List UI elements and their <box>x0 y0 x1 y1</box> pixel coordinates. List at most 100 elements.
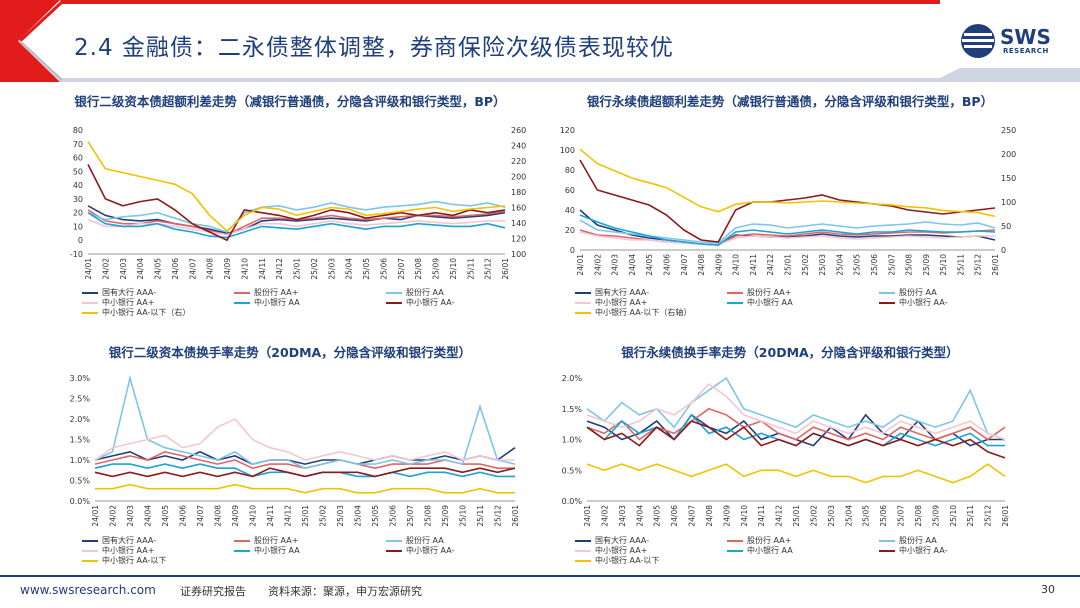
legend-item: 国有大行 AAA- <box>82 287 156 298</box>
chart-2-xtick-label: 25/10 <box>939 254 948 276</box>
footer-report-label: 证券研究报告 <box>180 585 246 598</box>
legend-label: 中小银行 AA-以下（右） <box>102 308 191 317</box>
legend-swatch <box>82 539 98 542</box>
chart-2-xtick-label: 24/09 <box>714 254 723 276</box>
sws-logo-icon <box>961 24 995 58</box>
chart-4-ytick-label: 1.0% <box>562 436 583 445</box>
chart-1-xtick-label: 25/06 <box>379 258 388 280</box>
chart-3-series-line <box>95 483 515 494</box>
chart-4-xtick-label: 24/05 <box>653 505 662 527</box>
chart-2-xtick-label: 24/10 <box>732 254 741 276</box>
chart-3-xtick-label: 25/03 <box>336 505 345 527</box>
chart-2-xtick-label: 24/01 <box>576 254 585 276</box>
legend-item: 中小银行 AA- <box>879 297 947 308</box>
legend-swatch <box>234 301 250 304</box>
footer-website-link[interactable]: www.swsresearch.com <box>20 583 156 597</box>
chart-1-xtick-label: 25/02 <box>310 258 319 280</box>
chart-1-xtick-label: 26/01 <box>501 258 510 280</box>
legend-swatch <box>82 549 98 552</box>
chart-4-xtick-label: 24/09 <box>722 505 731 527</box>
chart-4-xtick-label: 24/08 <box>705 505 714 527</box>
legend-swatch <box>234 539 250 542</box>
legend-label: 中小银行 AA+ <box>595 298 648 307</box>
legend-swatch <box>82 301 98 304</box>
chart-3-series-line <box>94 374 516 470</box>
chart-1-series-line <box>87 200 506 233</box>
chart-3-ytick-label: 3.0% <box>70 374 91 383</box>
legend-item: 中小银行 AA-以下 <box>82 555 166 566</box>
chart-1-y2tick-label: 160 <box>511 204 526 213</box>
legend-label: 股份行 AA+ <box>254 536 299 545</box>
chart-1-xtick-label: 24/10 <box>240 258 249 280</box>
chart-3-series-line <box>94 467 516 478</box>
legend-label: 股份行 AA <box>406 288 444 297</box>
chart-2-ytick-label: 120 <box>560 126 575 135</box>
legend-swatch <box>575 549 591 552</box>
chart-1-xtick-label: 25/03 <box>327 258 336 280</box>
page-title: 2.4 金融债：二永债整体调整，券商保险次级债表现较优 <box>74 35 674 61</box>
legend-item: 国有大行 AAA- <box>575 535 649 546</box>
logo-subtext: RESEARCH <box>1003 47 1049 55</box>
chart-1-series-line <box>87 164 506 242</box>
legend-swatch <box>727 301 743 304</box>
chart-1-ytick-label: 40 <box>73 181 83 190</box>
chart-1-xtick-label: 25/11 <box>466 258 475 280</box>
legend-item: 股份行 AA <box>386 535 444 546</box>
chart-3-xtick-label: 24/06 <box>179 505 188 527</box>
legend-item: 中小银行 AA+ <box>575 545 647 556</box>
chart-4-xtick-label: 24/06 <box>670 505 679 527</box>
legend-swatch <box>575 301 591 304</box>
chart-2-y2tick-label: 50 <box>1001 222 1011 231</box>
legend-label: 中小银行 AA- <box>406 546 455 555</box>
footer-source-note: 资料来源：聚源，申万宏源研究 <box>268 585 422 598</box>
chart-1-xtick-label: 24/02 <box>101 258 110 280</box>
legend-item: 股份行 AA <box>879 535 937 546</box>
legend-swatch <box>386 549 402 552</box>
chart-1-ytick-label: 30 <box>73 195 83 204</box>
chart-1-xtick-label: 24/09 <box>223 258 232 280</box>
legend-swatch <box>879 539 895 542</box>
chart-4-xtick-label: 25/01 <box>792 505 801 527</box>
chart-1-ytick-label: 70 <box>73 140 83 149</box>
chart-1-y2tick-label: 240 <box>511 142 526 151</box>
chart-3-xtick-label: 24/05 <box>161 505 170 527</box>
legend-label: 中小银行 AA+ <box>102 298 155 307</box>
header-band <box>0 0 1080 82</box>
chart-3-xtick-label: 25/04 <box>354 505 363 527</box>
chart-4-xtick-label: 25/05 <box>862 505 871 527</box>
chart-2-series-line <box>579 231 995 246</box>
chart-3-xtick-label: 25/12 <box>494 505 503 527</box>
chart-4-series-line <box>586 420 1006 459</box>
chart-4-xtick-label: 24/07 <box>688 505 697 527</box>
legend-item: 中小银行 AA+ <box>82 545 154 556</box>
legend-swatch <box>386 301 402 304</box>
legend-swatch <box>727 539 743 542</box>
chart-1-xtick-label: 25/12 <box>484 258 493 280</box>
chart-4-xtick-label: 25/02 <box>809 505 818 527</box>
chart-2-ytick-label: 80 <box>565 166 575 175</box>
legend-swatch <box>234 291 250 294</box>
legend-label: 中小银行 AA- <box>406 298 455 307</box>
chart-4-xtick-label: 25/11 <box>966 505 975 527</box>
legend-swatch <box>575 539 591 542</box>
chart-2-y2tick-label: 100 <box>1001 198 1016 207</box>
legend-label: 股份行 AA <box>899 536 937 545</box>
chart-1-y2tick-label: 100 <box>511 250 526 259</box>
chart-4-series-line <box>586 383 1006 441</box>
legend-item: 股份行 AA <box>879 287 937 298</box>
chart-4-xtick-label: 25/09 <box>931 505 940 527</box>
chart-4-xtick-label: 24/12 <box>775 505 784 527</box>
chart-3-series-line <box>94 418 515 461</box>
chart-1-ytick-label: 20 <box>73 209 83 218</box>
legend-label: 股份行 AA+ <box>747 288 792 297</box>
legend-item: 股份行 AA+ <box>727 535 791 546</box>
chart-2-xtick-label: 24/02 <box>593 254 602 276</box>
legend-item: 中小银行 AA-以下 <box>575 555 659 566</box>
chart-3-xtick-label: 25/11 <box>476 505 485 527</box>
chart-1-y2tick-label: 120 <box>511 235 526 244</box>
legend-swatch <box>82 559 98 562</box>
chart-4-xtick-label: 25/04 <box>844 505 853 527</box>
chart-1-xtick-label: 24/01 <box>84 258 93 280</box>
legend-item: 中小银行 AA-以下（右） <box>82 307 190 318</box>
legend-item: 中小银行 AA- <box>386 545 454 556</box>
